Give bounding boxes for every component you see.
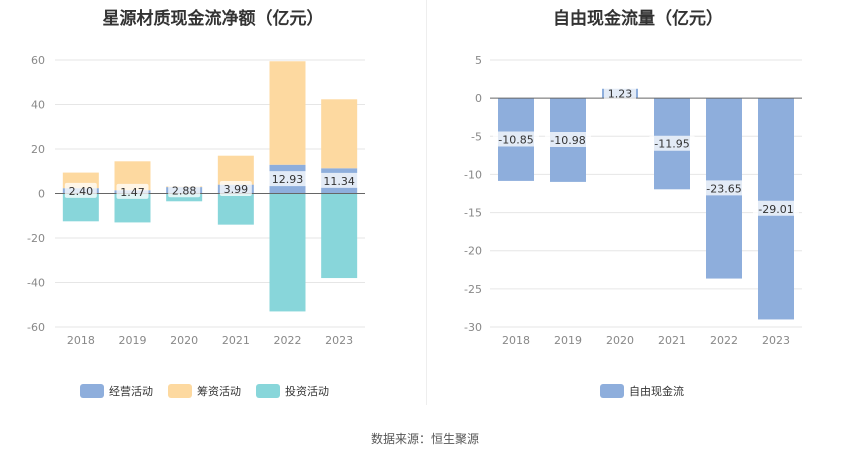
data-label: -23.65 (706, 182, 741, 195)
data-label-bg (545, 132, 591, 148)
x-tick-label: 2018 (502, 334, 530, 347)
data-label: 2.40 (69, 185, 94, 198)
data-label-bg (116, 183, 149, 199)
y-tick-label: -30 (464, 321, 482, 334)
legend-swatch (256, 384, 280, 398)
data-label: 1.23 (608, 87, 633, 100)
x-tick-label: 2022 (274, 334, 302, 347)
x-tick-label: 2020 (170, 334, 198, 347)
data-label: -29.01 (758, 203, 793, 216)
x-tick-label: 2020 (606, 334, 634, 347)
y-tick-label: 5 (475, 54, 482, 67)
y-tick-label: -60 (27, 321, 45, 334)
legend-swatch (168, 384, 192, 398)
y-tick-label: -25 (464, 283, 482, 296)
bar-2 (321, 99, 358, 169)
x-tick-label: 2019 (554, 334, 582, 347)
data-label: 2.88 (172, 184, 197, 197)
legend-label[interactable]: 经营活动 (109, 384, 153, 398)
data-label-bg (64, 182, 97, 198)
x-tick-label: 2021 (658, 334, 686, 347)
bar-3 (217, 193, 254, 225)
data-label-bg (701, 180, 747, 196)
y-tick-label: -10 (464, 168, 482, 181)
data-label: 12.93 (272, 173, 304, 186)
x-tick-label: 2022 (710, 334, 738, 347)
legend-label[interactable]: 自由现金流 (629, 384, 684, 398)
data-label: 3.99 (224, 183, 249, 196)
panel-divider (426, 0, 427, 405)
y-tick-label: -20 (27, 232, 45, 245)
legend-swatch (600, 384, 624, 398)
legend-label[interactable]: 筹资活动 (197, 384, 241, 398)
x-tick-label: 2018 (67, 334, 95, 347)
y-tick-label: 0 (475, 92, 482, 105)
y-tick-label: 40 (31, 99, 45, 112)
bar-2 (217, 155, 254, 185)
left-chart-title: 星源材质现金流净额（亿元） (102, 9, 324, 29)
y-tick-label: 0 (38, 188, 45, 201)
x-tick-label: 2023 (762, 334, 790, 347)
bar-3 (166, 193, 203, 202)
source-note: 数据来源：恒生聚源 (370, 432, 479, 446)
data-label-bg (268, 171, 307, 187)
bar-3 (321, 193, 358, 279)
data-label-bg (219, 181, 252, 197)
x-tick-label: 2023 (325, 334, 353, 347)
data-label-bg (493, 131, 539, 147)
y-tick-label: -5 (471, 130, 482, 143)
y-tick-label: 20 (31, 143, 45, 156)
y-tick-label: 60 (31, 54, 45, 67)
y-tick-label: -15 (464, 207, 482, 220)
data-label: -10.98 (550, 134, 585, 147)
data-label-bg (649, 135, 695, 151)
bar-3 (269, 193, 306, 312)
legend-swatch (80, 384, 104, 398)
legend-label[interactable]: 投资活动 (285, 384, 329, 398)
data-label-bg (753, 200, 799, 216)
y-tick-label: -40 (27, 277, 45, 290)
x-tick-label: 2019 (119, 334, 147, 347)
data-label: 11.34 (323, 175, 355, 188)
bar-3 (62, 193, 99, 222)
data-label: 1.47 (120, 186, 145, 199)
right-chart-title: 自由现金流量（亿元） (553, 9, 723, 29)
data-label-bg (319, 172, 359, 188)
data-label-bg (604, 85, 636, 101)
data-label: -11.95 (654, 138, 689, 151)
data-label: -10.85 (498, 134, 533, 147)
data-label-bg (168, 182, 201, 198)
bar-2 (269, 61, 306, 165)
y-tick-label: -20 (464, 245, 482, 258)
x-tick-label: 2021 (222, 334, 250, 347)
